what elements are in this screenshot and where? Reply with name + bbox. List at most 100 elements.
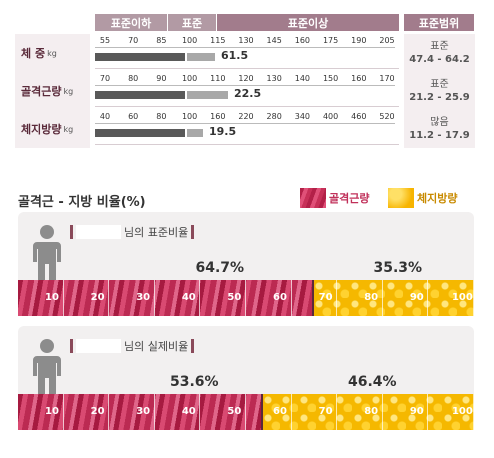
actual-ratio-panel: 님의 실제비율 53.6% 46.4% 10 20 30 40 50 60 70 80 90 100 [18, 326, 474, 430]
ratio-divider [261, 394, 263, 430]
scale-tick-label: 85 [156, 36, 167, 45]
ratio-scale-label: 20 [90, 292, 105, 303]
ratio-scale-label: 10 [45, 292, 59, 303]
legend-fat-label: 체지방량 [417, 192, 458, 205]
measurement-scale: 40 60 80 100 160 220 280 340 400 460 520 19.5 [95, 111, 399, 145]
ratio-divider [312, 280, 314, 316]
muscle-percent: 64.7% [195, 260, 245, 276]
ratio-bar: 10 20 30 40 50 60 70 80 90 100 [18, 280, 474, 316]
measurement-scale: 55 70 85 100 115 130 145 160 175 190 205 61.5 [95, 35, 399, 69]
title-marker-right [191, 225, 195, 239]
value-bar-dark [95, 53, 185, 61]
scale-tick-label: 205 [379, 36, 395, 45]
scale-tick-label: 115 [210, 36, 226, 45]
person-icon [30, 224, 64, 282]
measurement-row: 체지방량 kg 40 60 80 100 160 220 280 340 400 460 520 19.5… [15, 110, 475, 148]
measurement-value: 22.5 [234, 87, 262, 100]
measurement-value: 19.5 [209, 125, 237, 138]
measurement-unit: kg [63, 124, 74, 134]
ratio-scale-label: 100 [451, 292, 473, 303]
ratio-scale-label: 50 [227, 406, 242, 417]
ratio-scale-label: 70 [318, 406, 333, 417]
title-marker-left [70, 339, 73, 353]
range-value: 11.2 - 17.9 [409, 130, 470, 141]
scale-tick-label: 400 [322, 112, 339, 121]
ratio-panel-title-text: 님의 실제비율 [124, 340, 189, 353]
scale-tick-label: 100 [181, 74, 198, 83]
fat-segment [262, 394, 474, 430]
scale-tick-label: 90 [156, 74, 167, 83]
measurement-label: 골격근량 kg [15, 72, 90, 110]
scale-tick-label: 175 [322, 36, 339, 45]
scale-tick-label: 100 [181, 112, 198, 121]
header-above-standard: 표준이상 [217, 14, 399, 31]
scale-tick-label: 220 [238, 112, 254, 121]
legend-muscle-label: 골격근량 [329, 192, 370, 205]
person-icon [30, 338, 64, 396]
scale-tick-label: 145 [266, 36, 282, 45]
ratio-scale-label: 80 [364, 406, 379, 417]
legend-fat: 체지방량 [388, 188, 457, 208]
scale-tick-label: 100 [181, 36, 198, 45]
scale-tick-label: 160 [210, 112, 226, 121]
header-below-standard: 표준이하 [95, 14, 167, 31]
scale-tick-label: 70 [128, 36, 139, 45]
scale-tick-label: 130 [266, 74, 282, 83]
scale-tick-label: 40 [99, 112, 111, 121]
ratio-scale-label: 10 [45, 406, 59, 417]
scale-tick-label: 60 [128, 112, 139, 121]
scale-tick-label: 160 [351, 74, 367, 83]
fat-percent: 46.4% [348, 374, 397, 390]
ratio-scale-label: 70 [318, 292, 333, 303]
muscle-segment [18, 394, 262, 430]
range-cell: 표준 47.4 - 64.2 [404, 34, 475, 72]
ratio-scale-label: 40 [181, 406, 196, 417]
ratio-scale-label: 80 [364, 292, 379, 303]
measurement-value: 61.5 [221, 49, 249, 62]
ratio-scale-label: 30 [136, 292, 151, 303]
value-bar-light [187, 53, 215, 61]
legend-muscle: 골격근량 [300, 188, 369, 208]
measurement-unit: kg [63, 86, 74, 96]
scale-tick-label: 150 [322, 74, 339, 83]
measurement-label-text: 체지방량 [21, 123, 62, 136]
ratio-scale-label: 20 [90, 406, 105, 417]
scale-tick-label: 460 [351, 112, 367, 121]
measurement-label: 체 중 kg [15, 34, 90, 72]
ratio-scale-label: 90 [409, 292, 424, 303]
ratio-scale-label: 60 [273, 406, 287, 417]
value-bar-dark [95, 129, 185, 137]
measurement-unit: kg [47, 48, 57, 58]
range-status: 표준 [430, 79, 449, 90]
standard-ratio-panel: 님의 표준비율 64.7% 35.3% 10 20 30 40 50 60 70 80 90 100 [18, 212, 474, 316]
fat-percent: 35.3% [373, 260, 423, 276]
scale-tick-label: 55 [99, 36, 111, 45]
muscle-segment [18, 280, 313, 316]
scale-tick-label: 70 [99, 74, 111, 83]
range-cell: 표준 21.2 - 25.9 [404, 72, 475, 110]
measurement-label-text: 체 중 [21, 47, 46, 60]
scale-tick-label: 190 [351, 36, 367, 45]
ratio-panel-title: 님의 실제비율 [70, 338, 195, 354]
fat-swatch [388, 188, 414, 208]
fat-segment [313, 280, 474, 316]
ratio-scale-label: 30 [136, 406, 151, 417]
scale-tick-label: 160 [294, 36, 311, 45]
scale-tick-label: 80 [156, 112, 167, 121]
range-cell: 많음 11.2 - 17.9 [404, 110, 475, 148]
ratio-panel-title-text: 님의 표준비율 [124, 226, 189, 239]
value-bar-light [187, 91, 228, 99]
scale-tick-label: 80 [128, 74, 139, 83]
measurement-row: 골격근량 kg 70 80 90 100 110 120 130 140 150 160 170 22.5… [15, 72, 475, 110]
range-status: 표준 [430, 41, 449, 52]
ratio-bar: 10 20 30 40 50 60 70 80 90 100 [18, 394, 474, 430]
range-status: 많음 [430, 117, 449, 128]
user-name-blank [76, 339, 121, 353]
ratio-section-title: 골격근 - 지방 비율(%) [18, 195, 146, 210]
measurement-scale: 70 80 90 100 110 120 130 140 150 160 170 22.5 [95, 73, 399, 107]
measurement-label: 체지방량 kg [15, 110, 90, 148]
ratio-scale-label: 90 [409, 406, 424, 417]
scale-tick-label: 110 [210, 74, 226, 83]
scale-tick-label: 130 [238, 36, 254, 45]
scale-tick-label: 120 [238, 74, 254, 83]
